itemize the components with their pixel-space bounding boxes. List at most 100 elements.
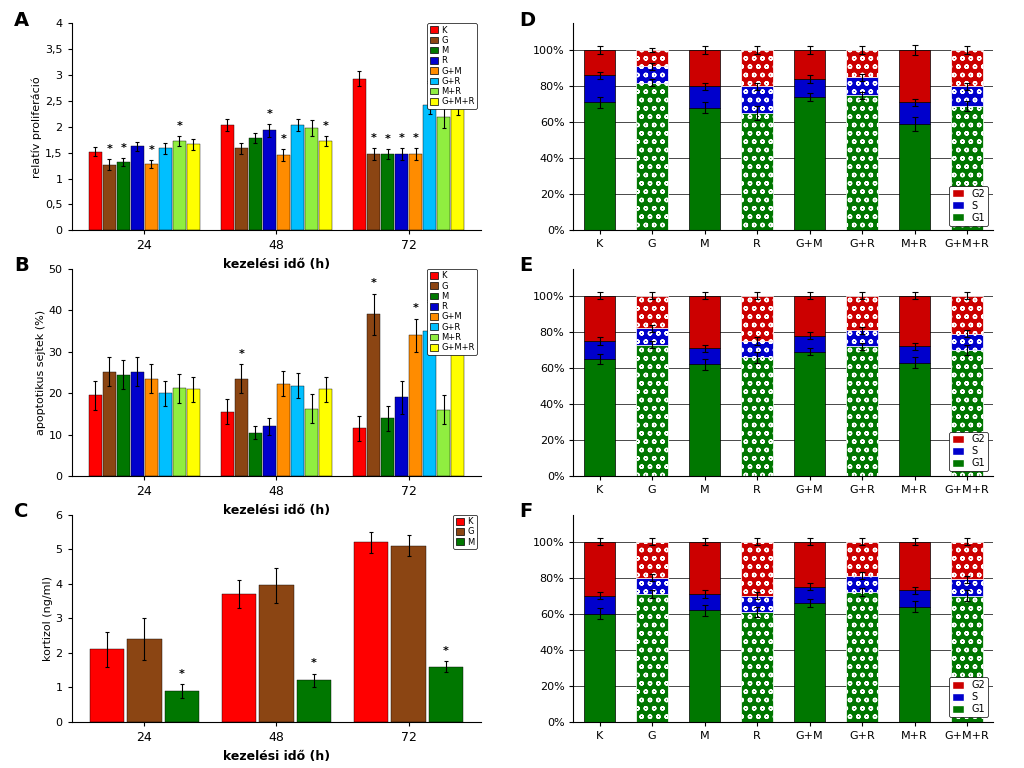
Bar [145,164,158,230]
Bar [689,610,721,722]
Bar [637,594,668,722]
Bar [741,612,773,722]
Bar [423,331,436,476]
Text: *: * [281,134,287,144]
Legend: G2, S, G1: G2, S, G1 [949,677,988,717]
Bar [429,667,463,722]
Bar [437,410,451,476]
Bar [899,346,930,362]
X-axis label: kezelési idő (h): kezelési idő (h) [223,258,330,271]
Bar [637,578,668,594]
Text: *: * [371,279,377,289]
Bar [305,128,318,230]
Bar [584,359,615,476]
Bar [584,50,615,75]
Bar [367,154,380,230]
Bar [637,328,668,345]
Text: *: * [427,81,432,91]
Text: *: * [311,658,316,668]
Bar [353,429,366,476]
Bar [794,79,825,97]
Bar [951,296,983,334]
Bar [131,372,143,476]
Text: *: * [148,144,155,154]
Bar [846,346,878,476]
Text: *: * [455,84,461,94]
Bar [395,154,408,230]
Bar [689,50,721,86]
Bar [165,691,199,722]
Bar [410,154,422,230]
Text: *: * [398,133,404,143]
Bar [353,78,366,230]
Bar [899,102,930,124]
Bar [291,386,304,476]
Bar [187,389,200,476]
Bar [741,113,773,230]
Bar [741,357,773,476]
Legend: G2, S, G1: G2, S, G1 [949,432,988,472]
Bar [584,596,615,614]
Bar [187,144,200,230]
Bar [637,66,668,82]
Bar [291,125,304,230]
Bar [846,296,878,330]
Bar [584,614,615,722]
Bar [846,541,878,576]
Bar [899,124,930,230]
Bar [584,296,615,341]
Legend: K, G, M, R, G+M, G+R, M+R, G+M+R: K, G, M, R, G+M, G+R, M+R, G+M+R [427,23,477,109]
Text: D: D [519,11,535,30]
Bar [951,596,983,722]
Text: *: * [443,646,449,656]
Bar [305,409,318,476]
Bar [689,364,721,476]
Bar [846,50,878,77]
Text: *: * [413,303,419,313]
Bar [173,389,186,476]
Bar [381,154,394,230]
Bar [102,372,116,476]
Bar [221,125,233,230]
Text: *: * [440,92,446,102]
Bar [637,296,668,328]
Bar [689,541,721,594]
Text: *: * [371,133,377,143]
Text: *: * [176,121,182,131]
Bar [278,384,290,476]
Bar [794,296,825,336]
Bar [951,350,983,476]
Bar [584,541,615,596]
Bar [89,151,101,230]
Bar [794,541,825,587]
Text: *: * [121,143,126,153]
Bar [117,162,130,230]
Bar [381,418,394,476]
Bar [846,330,878,346]
Bar [452,331,464,476]
Bar [951,86,983,106]
Bar [234,148,248,230]
Bar [173,141,186,230]
Bar [846,95,878,230]
Bar [89,396,101,476]
Bar [899,541,930,591]
Y-axis label: apoptotikus sejtek (%): apoptotikus sejtek (%) [36,310,46,435]
Text: E: E [519,257,532,276]
Text: *: * [239,349,245,359]
Bar [159,393,172,476]
Text: B: B [14,257,29,276]
Bar [899,362,930,476]
Bar [90,650,124,722]
Bar [584,341,615,359]
Bar [741,50,773,86]
Bar [102,164,116,230]
Bar [951,580,983,596]
Bar [794,587,825,603]
Text: *: * [323,121,329,131]
Bar [637,345,668,476]
Bar [437,118,451,230]
Bar [222,594,256,722]
Text: *: * [106,144,113,154]
Bar [899,296,930,346]
